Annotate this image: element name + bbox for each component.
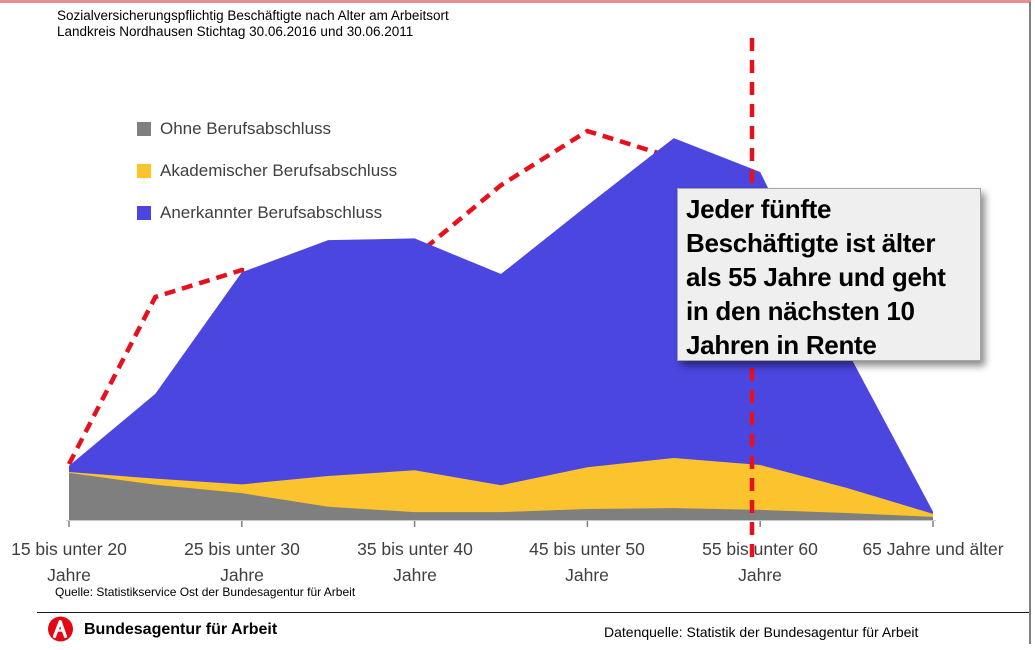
chart-legend: Ohne Berufsabschluss Akademischer Berufs…: [137, 119, 398, 248]
x-axis-label-line: Jahre: [393, 565, 437, 585]
bundesagentur-wordmark: Bundesagentur für Arbeit: [84, 621, 278, 638]
x-axis-label-line: Jahre: [47, 565, 91, 585]
chart-title-line1: Sozialversicherungspflichtig Beschäftigt…: [57, 8, 449, 23]
x-axis-label-line: 65 Jahre und älter: [862, 539, 1004, 559]
chart-title-line2: Landkreis Nordhausen Stichtag 30.06.2016…: [57, 23, 414, 39]
source-note: Quelle: Statistikservice Ost der Bundesa…: [55, 585, 356, 599]
x-axis-label-line: 15 bis unter 20: [11, 539, 127, 559]
callout-line: Jeder fünfte: [686, 194, 832, 224]
x-axis-label-line: 45 bis unter 50: [529, 539, 645, 559]
legend-label: Anerkannter Berufsabschluss: [160, 203, 383, 222]
slide-right-border: [1029, 2, 1031, 644]
x-axis-label-line: Jahre: [738, 565, 782, 585]
x-axis-label: 55 bis unter 60 Jahre: [665, 536, 855, 588]
slide-top-accent-bar: [0, 0, 1031, 3]
x-axis-label: 15 bis unter 20 Jahre: [0, 536, 164, 588]
callout-line: Beschäftigte ist älter: [686, 228, 936, 258]
callout-line: als 55 Jahre und geht: [686, 262, 946, 292]
callout-line: in den nächsten 10: [686, 296, 915, 326]
x-axis-label-line: 25 bis unter 30: [184, 539, 300, 559]
x-axis-label-line: Jahre: [220, 565, 264, 585]
x-axis-label-line: Jahre: [565, 565, 609, 585]
footer-divider: [37, 612, 1029, 613]
legend-label: Akademischer Berufsabschluss: [160, 161, 398, 180]
legend-swatch-blue-icon: [137, 206, 151, 220]
x-axis-label-line: 35 bis unter 40: [357, 539, 473, 559]
legend-item-ohne: Ohne Berufsabschluss: [137, 119, 397, 138]
legend-item-anerkannter: Anerkannter Berufsabschluss: [137, 203, 397, 222]
legend-swatch-yellow-icon: [137, 164, 151, 178]
x-axis-label: 45 bis unter 50 Jahre: [492, 536, 682, 588]
x-axis-label: 25 bis unter 30 Jahre: [147, 536, 337, 588]
bundesagentur-logo-icon: [46, 615, 76, 650]
callout-box: Jeder fünfte Beschäftigte ist älter als …: [677, 188, 981, 361]
data-source-note: Datenquelle: Statistik der Bundesagentur…: [604, 624, 919, 640]
x-axis-label-line: 55 bis unter 60: [702, 539, 818, 559]
x-axis-label: 35 bis unter 40 Jahre: [320, 536, 510, 588]
chart-title: Sozialversicherungspflichtig Beschäftigt…: [57, 8, 449, 39]
legend-item-akademischer: Akademischer Berufsabschluss: [137, 161, 398, 180]
x-axis-label: 65 Jahre und älter: [838, 536, 1028, 562]
callout-line: Jahren in Rente: [686, 330, 877, 360]
legend-swatch-gray-icon: [137, 122, 151, 136]
legend-label: Ohne Berufsabschluss: [160, 119, 332, 138]
